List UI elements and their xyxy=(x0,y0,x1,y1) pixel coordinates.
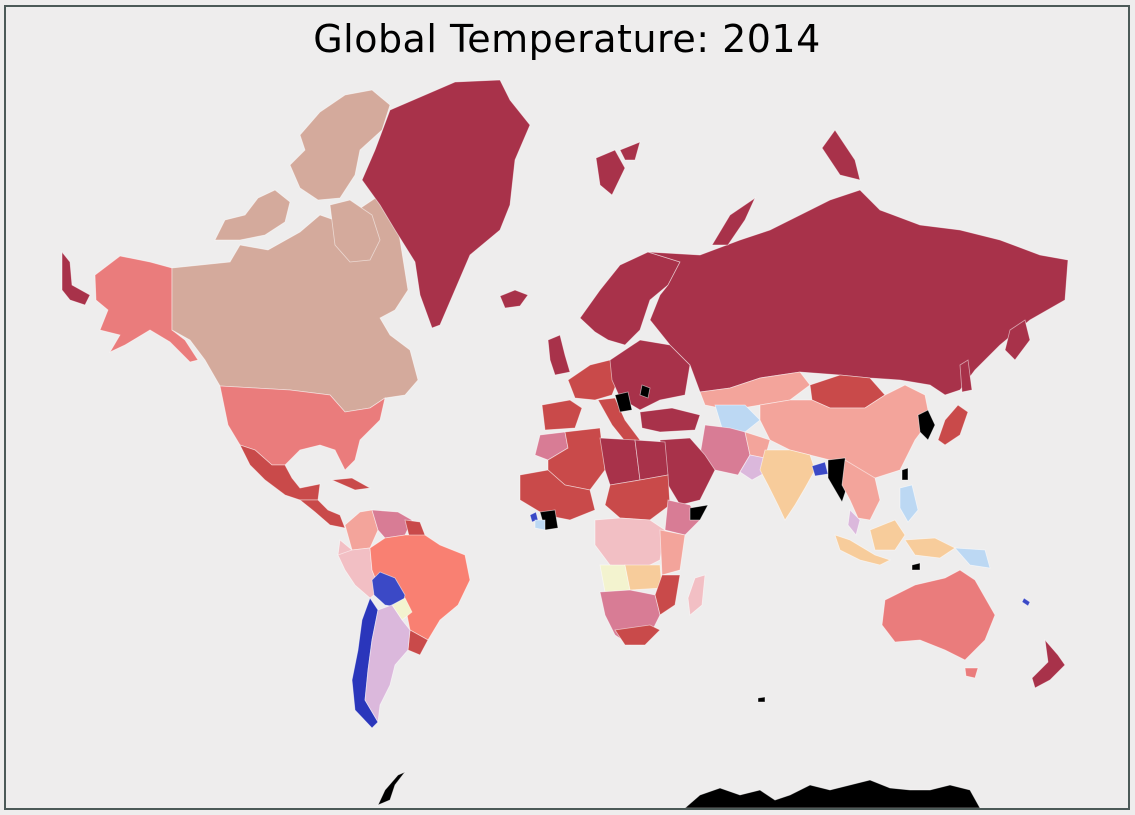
map-frame: Global Temperature: 2014 xyxy=(4,5,1130,810)
country-indonesia-east[interactable] xyxy=(904,537,956,559)
country-uk[interactable] xyxy=(547,334,571,376)
country-moldova-nodata[interactable] xyxy=(639,384,651,399)
country-philippines[interactable] xyxy=(899,484,919,523)
country-taiwan-nodata[interactable] xyxy=(901,467,909,481)
country-argentina[interactable] xyxy=(364,604,411,724)
country-libya[interactable] xyxy=(599,437,641,486)
map-title: Global Temperature: 2014 xyxy=(313,17,821,61)
country-bangladesh[interactable] xyxy=(811,461,829,477)
region-antarctica-peninsula[interactable] xyxy=(377,771,407,806)
country-somalia-nodata[interactable] xyxy=(689,504,709,521)
country-egypt[interactable] xyxy=(634,439,669,481)
country-iceland[interactable] xyxy=(499,289,529,309)
country-kamchatka[interactable] xyxy=(1004,319,1031,361)
country-madagascar[interactable] xyxy=(687,574,706,616)
country-vanuatu[interactable] xyxy=(1021,597,1031,607)
region-small-island-nodata[interactable] xyxy=(757,696,766,703)
country-new-zealand[interactable] xyxy=(1031,638,1066,689)
country-canada[interactable] xyxy=(171,194,419,413)
country-indonesia-west[interactable] xyxy=(834,534,892,566)
country-korea-nodata[interactable] xyxy=(917,409,936,441)
country-central-asia[interactable] xyxy=(714,404,761,433)
country-greenland[interactable] xyxy=(361,79,531,329)
country-sakhalin[interactable] xyxy=(959,359,973,393)
country-canada-islands-west[interactable] xyxy=(214,189,291,241)
country-balkans-nodata[interactable] xyxy=(614,391,633,413)
country-central-europe[interactable] xyxy=(609,339,691,411)
country-scandinavia[interactable] xyxy=(579,251,681,346)
country-indonesia-borneo[interactable] xyxy=(869,519,906,551)
country-ghana[interactable] xyxy=(534,519,546,531)
country-west-africa[interactable] xyxy=(519,469,596,521)
country-se-asia[interactable] xyxy=(841,459,881,521)
country-turkey[interactable] xyxy=(639,407,701,433)
country-russia-arctic-2[interactable] xyxy=(821,129,861,181)
country-india[interactable] xyxy=(759,449,816,521)
country-east-africa[interactable] xyxy=(659,529,686,576)
country-south-africa[interactable] xyxy=(614,624,661,646)
country-spain[interactable] xyxy=(541,399,583,431)
country-tasmania[interactable] xyxy=(964,667,979,679)
region-antarctica-east[interactable] xyxy=(684,779,981,808)
country-central-africa[interactable] xyxy=(594,517,666,571)
country-canada-baffin[interactable] xyxy=(329,199,381,263)
country-mexico[interactable] xyxy=(239,444,321,501)
country-colombia[interactable] xyxy=(344,509,379,551)
country-zambia[interactable] xyxy=(624,564,663,591)
country-mozambique[interactable] xyxy=(654,574,681,616)
country-canada-arctic[interactable] xyxy=(289,89,391,201)
country-russia-arctic-1[interactable] xyxy=(711,196,756,246)
world-map xyxy=(61,79,1069,808)
country-japan[interactable] xyxy=(937,404,969,446)
country-cuba[interactable] xyxy=(330,477,372,491)
country-central-america[interactable] xyxy=(298,499,346,529)
country-malay[interactable] xyxy=(847,509,861,536)
country-russia-east-tip[interactable] xyxy=(61,250,91,306)
country-svalbard-2[interactable] xyxy=(619,141,641,161)
country-timor-nodata[interactable] xyxy=(911,562,921,571)
country-chad-sudan[interactable] xyxy=(604,474,671,521)
country-alaska[interactable] xyxy=(94,255,199,363)
country-australia[interactable] xyxy=(881,569,996,661)
country-png[interactable] xyxy=(954,547,991,569)
country-svalbard[interactable] xyxy=(595,149,626,196)
country-russia[interactable] xyxy=(647,189,1069,396)
